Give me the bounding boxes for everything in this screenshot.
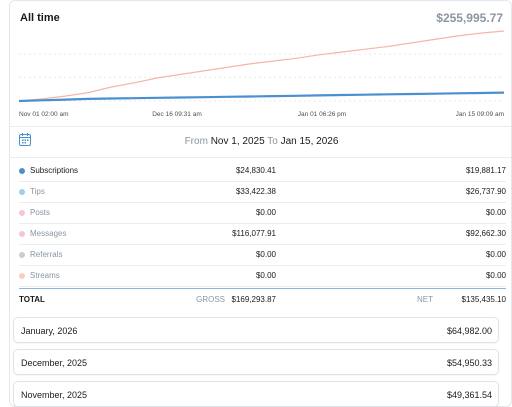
net-total: $135,435.10 [461,295,507,304]
row-label: Tips [30,187,45,196]
legend-dot-icon [19,252,25,258]
gross-total: $169,293.87 [231,295,277,304]
from-label: From [184,136,208,147]
earnings-breakdown: Subscriptions $24,830.41 $19,881.17 Tips $33… [19,161,506,287]
month-name: December, 2025 [21,358,88,368]
month-amount: $49,361.54 [446,390,492,400]
to-label: To [267,136,278,147]
breakdown-row-referrals: Referrals $0.00 $0.00 [19,245,506,266]
breakdown-row-posts: Posts $0.00 $0.00 [19,203,506,224]
row-gross: $116,077.91 [232,229,276,238]
row-label: Messages [30,229,67,238]
row-label: Streams [30,271,60,280]
row-gross: $0.00 [255,271,276,280]
legend-dot-icon [19,189,25,195]
breakdown-row-subscriptions: Subscriptions $24,830.41 $19,881.17 [19,161,506,182]
row-net: $0.00 [485,271,506,280]
month-row-december[interactable]: December, 2025 $54,950.33 [13,349,499,375]
row-gross: $0.00 [255,250,276,259]
month-amount: $64,982.00 [446,326,492,336]
chart-series-line-0 [18,30,505,102]
net-label: NET [417,295,433,304]
divider [10,157,511,158]
breakdown-row-streams: Streams $0.00 $0.00 [19,266,506,287]
gross-label: GROSS [196,295,225,304]
month-row-november[interactable]: November, 2025 $49,361.54 [13,381,499,407]
month-amount: $54,950.33 [446,358,492,368]
earnings-card: All time $255,995.77 Nov 01 02:00 am Dec … [9,0,512,407]
x-tick-label: Dec 16 09:31 am [152,111,202,118]
earnings-line-chart[interactable]: Nov 01 02:00 am Dec 16 09:31 am Jan 01 06:… [10,25,512,125]
earnings-chart[interactable]: Nov 01 02:00 am Dec 16 09:31 am Jan 01 06:… [10,25,512,125]
row-label: Referrals [30,250,63,259]
legend-dot-icon [19,231,25,237]
legend-dot-icon [19,273,25,279]
totals-row: TOTAL GROSS $169,293.87 NET $135,435.10 [19,288,506,308]
breakdown-row-messages: Messages $116,077.91 $92,662.30 [19,224,506,245]
row-label: Subscriptions [30,166,79,175]
row-gross: $24,830.41 [235,166,276,175]
all-time-total: $255,995.77 [436,11,503,25]
month-name: January, 2026 [21,326,78,336]
x-tick-label: Nov 01 02:00 am [19,111,69,118]
card-header: All time $255,995.77 [20,10,503,28]
total-label: TOTAL [19,295,45,304]
row-label: Posts [30,208,51,217]
row-net: $19,881.17 [465,166,506,175]
row-net: $0.00 [485,250,506,259]
from-date[interactable]: Nov 1, 2025 [210,136,265,147]
row-gross: $0.00 [255,208,276,217]
card-title: All time [20,12,60,24]
range-text: From Nov 1, 2025 To Jan 15, 2026 [10,136,511,147]
x-tick-label: Jan 01 06:26 pm [298,111,346,118]
legend-dot-icon [19,168,25,174]
month-row-january[interactable]: January, 2026 $64,982.00 [13,317,499,343]
calendar-icon[interactable] [19,133,31,146]
legend-dot-icon [19,210,25,216]
row-gross: $33,422.38 [235,187,276,196]
month-name: November, 2025 [21,390,88,400]
to-date[interactable]: Jan 15, 2026 [280,136,339,147]
breakdown-row-tips: Tips $33,422.38 $26,737.90 [19,182,506,203]
divider [10,126,511,127]
row-net: $92,662.30 [465,229,506,238]
row-net: $26,737.90 [465,187,506,196]
date-range: From Nov 1, 2025 To Jan 15, 2026 [10,133,511,151]
row-net: $0.00 [485,208,506,217]
x-tick-label: Jan 15 09:09 am [456,111,504,118]
chart-series-line-1 [18,91,505,103]
